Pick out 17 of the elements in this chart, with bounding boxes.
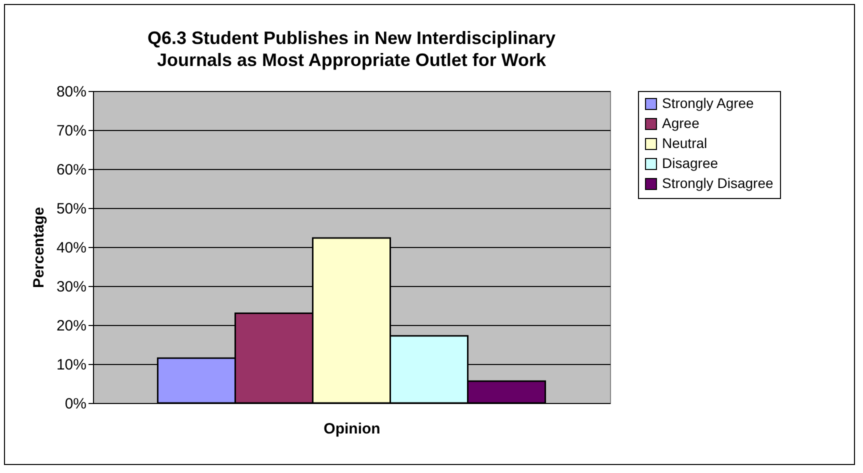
y-tick-label: 50% — [56, 200, 86, 218]
y-tick-label: 30% — [56, 278, 86, 296]
y-tick-label: 40% — [56, 240, 86, 256]
y-tick-label: 20% — [56, 318, 86, 334]
y-tick-label: 80% — [56, 84, 86, 100]
y-tick-label: 70% — [56, 122, 86, 140]
chart-title: Q6.3 Student Publishes in New Interdisciplinary Journals as Most Appropriate Outlet for Work — [147, 28, 556, 70]
y-tick-label: 10% — [56, 356, 86, 374]
legend-label: Strongly Disagree — [662, 175, 774, 191]
y-tick-label: 60% — [56, 162, 86, 178]
y-tick-label: 0% — [64, 396, 86, 412]
legend-label: Strongly Agree — [662, 95, 754, 111]
x-axis-title: Opinion — [324, 420, 380, 438]
legend-label: Agree — [662, 115, 700, 131]
legend-label: Neutral — [662, 135, 708, 151]
y-axis-title: Percentage — [30, 207, 48, 288]
legend-label: Disagree — [662, 155, 718, 171]
